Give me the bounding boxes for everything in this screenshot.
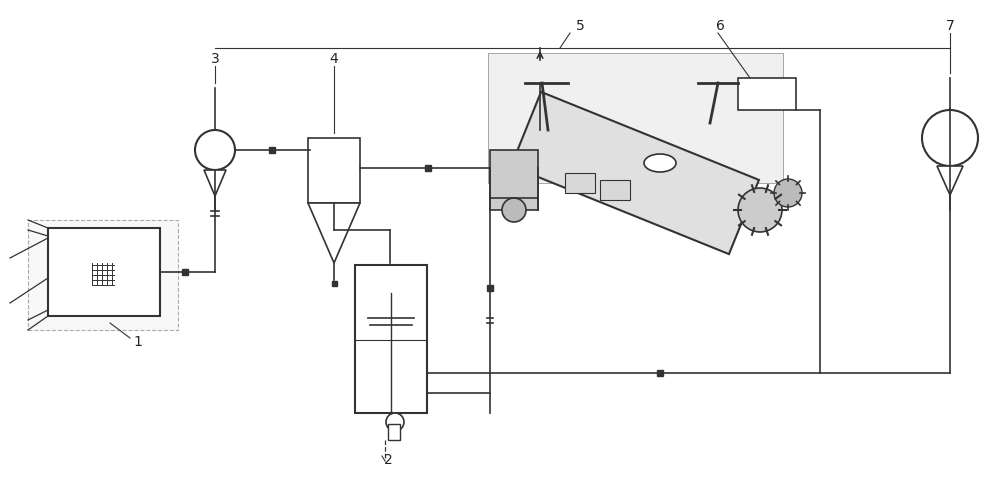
Bar [565,173,595,193]
Polygon shape [511,92,759,254]
Text: 3: 3 [211,52,219,66]
Bar [355,265,427,413]
Bar [269,147,275,153]
Text: 1: 1 [134,335,142,349]
Bar [487,285,493,291]
Polygon shape [204,170,226,196]
Bar [425,165,431,171]
Bar [182,269,188,275]
Circle shape [738,188,782,232]
Bar [388,424,400,440]
Text: 2: 2 [384,453,392,467]
Bar [490,150,538,210]
Text: 7: 7 [946,19,954,33]
Bar [738,78,796,110]
Bar [657,370,663,376]
Polygon shape [308,203,360,263]
Bar [48,228,160,316]
Ellipse shape [644,154,676,172]
Bar [600,180,630,200]
Text: 5: 5 [576,19,584,33]
Bar [488,53,783,183]
Text: 6: 6 [716,19,724,33]
Text: 4: 4 [330,52,338,66]
Circle shape [502,198,526,222]
Bar [28,220,178,330]
Polygon shape [937,166,963,195]
Circle shape [195,130,235,170]
Circle shape [774,179,802,207]
Bar [308,138,360,203]
Circle shape [922,110,978,166]
Bar [332,281,336,285]
Circle shape [386,413,404,431]
